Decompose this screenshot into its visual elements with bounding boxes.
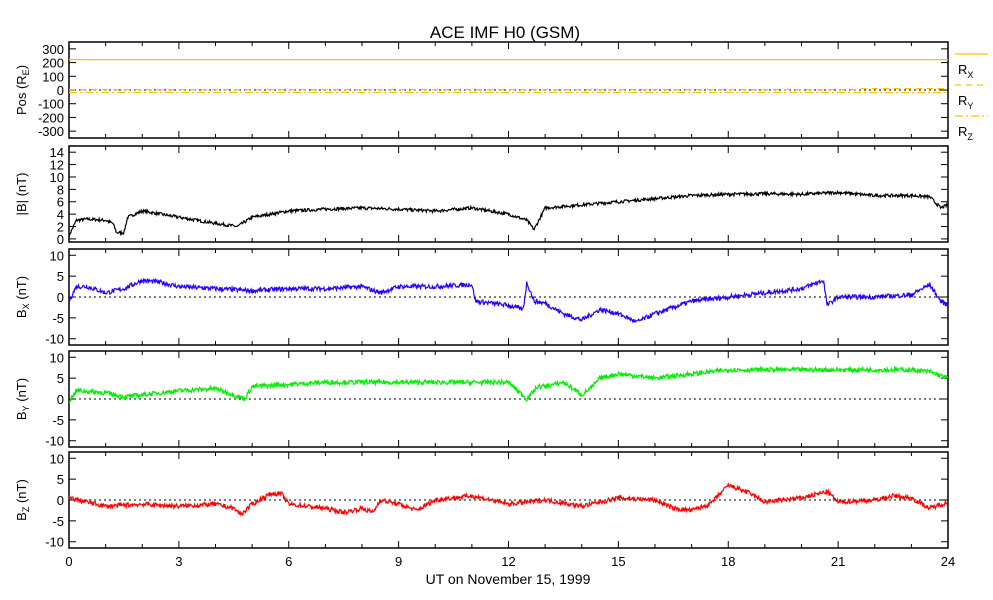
y-tick-label: 0 <box>57 493 64 508</box>
y-tick-label: 5 <box>57 472 64 487</box>
y-tick-label: -5 <box>52 514 64 529</box>
chart-title: ACE IMF H0 (GSM) <box>430 23 580 42</box>
y-tick-label: 10 <box>50 350 64 365</box>
x-tick-label: 15 <box>611 554 625 569</box>
y-axis-label: |B| (nT) <box>14 173 29 216</box>
y-axis-label: BY (nT) <box>14 378 31 420</box>
y-tick-label: -5 <box>52 413 64 428</box>
y-tick-label: 10 <box>50 451 64 466</box>
y-tick-label: -5 <box>52 311 64 326</box>
panel-bx: 10 5 0 -5 -10 BX (nT) <box>14 248 949 347</box>
x-tick-label: 3 <box>175 554 182 569</box>
x-tick-label: 0 <box>65 554 72 569</box>
y-axis-label: Pos (RE) <box>14 65 31 115</box>
panel-by: 10 5 0 -5 -10 BY (nT) <box>14 350 949 449</box>
y-tick-label: 8 <box>57 182 64 197</box>
panel-bz: 10 5 0 -5 -10 BZ (nT) 0 3 6 9 12 15 18 21 24 <box>14 451 955 569</box>
y-tick-label: -10 <box>45 332 64 347</box>
legend-label: RX <box>958 62 973 80</box>
y-tick-label: 14 <box>50 145 64 160</box>
y-tick-label: 300 <box>42 42 64 57</box>
y-tick-label: 5 <box>57 269 64 284</box>
series-line-by <box>68 365 949 404</box>
y-tick-label: 200 <box>42 56 64 71</box>
y-tick-label: -200 <box>38 110 64 125</box>
y-tick-label: 0 <box>57 392 64 407</box>
y-axis-label: BX (nT) <box>14 276 31 318</box>
x-tick-label: 9 <box>395 554 402 569</box>
y-tick-label: 100 <box>42 69 64 84</box>
y-tick-label: -300 <box>38 124 64 139</box>
series-line-bz <box>68 482 949 518</box>
series-line-ry <box>69 87 948 91</box>
series-line-bx <box>68 277 949 324</box>
y-tick-label: 10 <box>50 248 64 263</box>
x-tick-label: 12 <box>501 554 515 569</box>
y-tick-label: -100 <box>38 97 64 112</box>
y-tick-label: 10 <box>50 170 64 185</box>
y-tick-label: 2 <box>57 220 64 235</box>
y-tick-label: 5 <box>57 371 64 386</box>
x-tick-label: 24 <box>941 554 955 569</box>
x-tick-label: 6 <box>285 554 292 569</box>
legend-label: RZ <box>958 124 973 142</box>
y-tick-label: 4 <box>57 207 64 222</box>
y-tick-label: -10 <box>45 535 64 550</box>
y-axis-label: BZ (nT) <box>14 479 31 521</box>
y-tick-label: 12 <box>50 158 64 173</box>
y-tick-label: 0 <box>57 290 64 305</box>
y-tick-label: 0 <box>57 83 64 98</box>
legend-label: RY <box>958 93 973 111</box>
y-tick-label: -10 <box>45 434 64 449</box>
y-tick-label: 6 <box>57 195 64 210</box>
x-tick-label: 21 <box>831 554 845 569</box>
series-line-b <box>68 189 949 238</box>
y-tick-label: 0 <box>57 232 64 247</box>
x-tick-label: 18 <box>721 554 735 569</box>
x-axis-label: UT on November 15, 1999 <box>426 571 591 587</box>
